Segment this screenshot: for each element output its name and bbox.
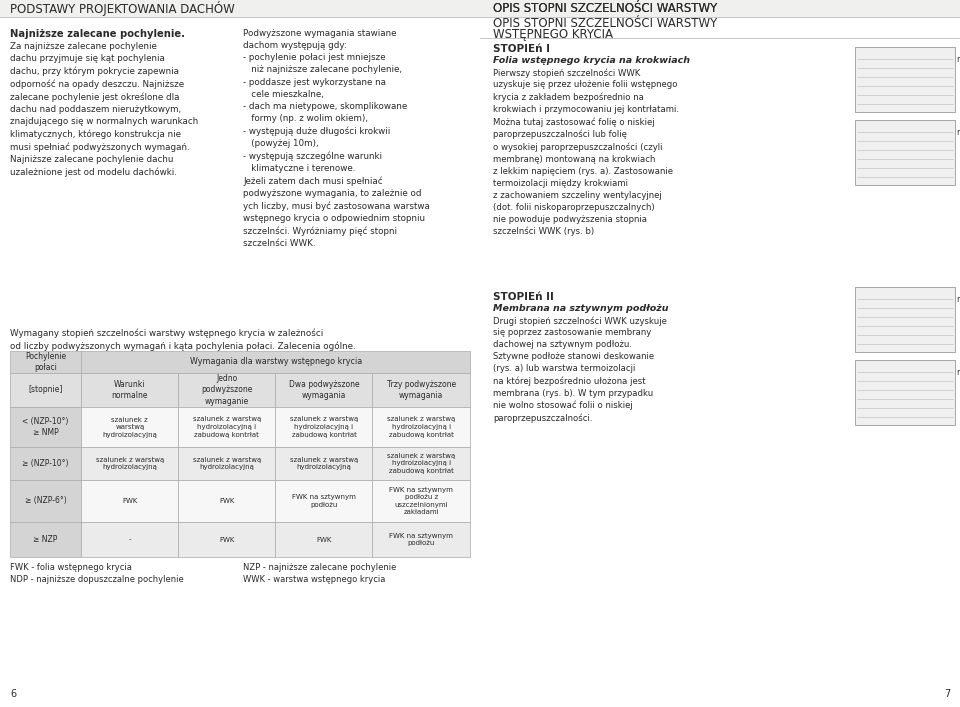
Bar <box>276 407 372 447</box>
Text: ≥ (NZP-10°): ≥ (NZP-10°) <box>22 459 69 468</box>
Text: Podwyższone wymagania stawiane
dachom występują gdy:
- pochylenie połaci jest mn: Podwyższone wymagania stawiane dachom wy… <box>243 29 430 248</box>
Bar <box>372 373 470 407</box>
Bar <box>372 447 470 480</box>
Text: OPIS STOPNI SZCZELNOŚCI WARSTWY: OPIS STOPNI SZCZELNOŚCI WARSTWY <box>493 3 717 16</box>
Text: szalunek z warstwą
hydroizolacyjną: szalunek z warstwą hydroizolacyjną <box>193 457 261 470</box>
Text: Wymagania dla warstwy wstępnego krycia: Wymagania dla warstwy wstępnego krycia <box>189 358 362 366</box>
Text: FWK - folia wstępnego krycia
NDP - najniższe dopuszczalne pochylenie: FWK - folia wstępnego krycia NDP - najni… <box>10 563 183 585</box>
Bar <box>855 120 955 185</box>
Text: szalunek z warstwą
hydroizolacyjną: szalunek z warstwą hydroizolacyjną <box>290 457 358 470</box>
Text: Trzy podwyższone
wymagania: Trzy podwyższone wymagania <box>387 380 456 400</box>
Bar <box>82 373 179 407</box>
Bar <box>10 351 82 373</box>
Text: Pochylenie
połaci: Pochylenie połaci <box>25 352 66 372</box>
Text: rys. a: rys. a <box>957 295 960 304</box>
Text: < (NZP-10°)
≥ NMP: < (NZP-10°) ≥ NMP <box>22 417 69 437</box>
Text: WSTĘPNEGO KRYCIA: WSTĘPNEGO KRYCIA <box>493 28 613 41</box>
Text: STOPIEń II: STOPIEń II <box>493 292 554 302</box>
Text: 7: 7 <box>944 689 950 699</box>
Text: Wymagany stopień szczelności warstwy wstępnego krycia w zależności
od liczby pod: Wymagany stopień szczelności warstwy wst… <box>10 329 355 351</box>
Bar <box>372 522 470 557</box>
Text: FWK: FWK <box>316 537 331 542</box>
Text: PODSTAWY PROJEKTOWANIA DACHÓW: PODSTAWY PROJEKTOWANIA DACHÓW <box>10 1 235 16</box>
Bar <box>855 360 955 425</box>
Text: szalunek z warstwą
hydroizolacyjną i
zabudową kontrłat: szalunek z warstwą hydroizolacyjną i zab… <box>290 416 358 438</box>
Bar <box>372 407 470 447</box>
Bar <box>82 522 179 557</box>
Text: Folia wstępnego krycia na krokwiach: Folia wstępnego krycia na krokwiach <box>493 56 690 65</box>
Text: ≥ NZP: ≥ NZP <box>34 535 58 544</box>
Text: FWK: FWK <box>219 537 234 542</box>
Text: szalunek z warstwą
hydroizolacyjną i
zabudową kontrłat: szalunek z warstwą hydroizolacyjną i zab… <box>193 416 261 438</box>
Bar <box>10 407 82 447</box>
Text: 6: 6 <box>10 689 16 699</box>
Text: szalunek z
warstwą
hydroizolacyjną: szalunek z warstwą hydroizolacyjną <box>103 416 157 438</box>
Bar <box>0 0 480 17</box>
Bar <box>10 373 82 407</box>
Bar <box>82 351 470 373</box>
Text: Pierwszy stopień szczelności WWK
uzyskuje się przez ułożenie folii wstępnego
kry: Pierwszy stopień szczelności WWK uzyskuj… <box>493 68 679 236</box>
Text: OPIS STOPNI SZCZELNOŚCI WARSTWY: OPIS STOPNI SZCZELNOŚCI WARSTWY <box>493 3 717 16</box>
Text: FWK na sztywnym
podłożu: FWK na sztywnym podłożu <box>292 494 356 508</box>
Text: NZP - najniższe zalecane pochylenie
WWK - warstwa wstępnego krycia: NZP - najniższe zalecane pochylenie WWK … <box>243 563 396 585</box>
Text: FWK: FWK <box>219 498 234 504</box>
Bar <box>179 447 276 480</box>
Text: Drugi stopień szczelności WWK uzyskuje
się poprzez zastosowanie membrany
dachowe: Drugi stopień szczelności WWK uzyskuje s… <box>493 316 667 423</box>
Bar <box>276 480 372 522</box>
Bar <box>276 522 372 557</box>
Bar <box>276 447 372 480</box>
Bar <box>480 0 960 17</box>
Bar <box>372 480 470 522</box>
Bar <box>82 407 179 447</box>
Text: rys. b: rys. b <box>957 128 960 137</box>
Bar <box>855 287 955 352</box>
Bar <box>82 480 179 522</box>
Text: szalunek z warstwą
hydroizolacyjną: szalunek z warstwą hydroizolacyjną <box>96 457 164 470</box>
Bar <box>480 0 960 17</box>
Bar <box>276 373 372 407</box>
Bar <box>179 522 276 557</box>
Bar <box>82 447 179 480</box>
Text: -: - <box>129 537 132 542</box>
Text: [stopnie]: [stopnie] <box>29 385 62 395</box>
Text: OPIS STOPNI SZCZELNOŚCI WARSTWY: OPIS STOPNI SZCZELNOŚCI WARSTWY <box>493 17 717 30</box>
Text: Najniższe zalecane pochylenie.: Najniższe zalecane pochylenie. <box>10 29 185 39</box>
Text: FWK: FWK <box>122 498 137 504</box>
Bar <box>179 373 276 407</box>
Text: Warunki
normalne: Warunki normalne <box>111 380 148 400</box>
Text: Membrana na sztywnym podłożu: Membrana na sztywnym podłożu <box>493 304 668 313</box>
Text: rys. b: rys. b <box>957 368 960 377</box>
Bar <box>179 407 276 447</box>
Text: FWK na sztywnym
podłożu: FWK na sztywnym podłożu <box>390 533 453 547</box>
Text: rys. a: rys. a <box>957 55 960 64</box>
Text: Za najniższe zalecane pochylenie
dachu przyjmuje się kąt pochylenia
dachu, przy : Za najniższe zalecane pochylenie dachu p… <box>10 42 199 177</box>
Text: Dwa podwyższone
wymagania: Dwa podwyższone wymagania <box>289 380 359 400</box>
Bar <box>855 47 955 112</box>
Text: szalunek z warstwą
hydroizolacyjną i
zabudową kontrłat: szalunek z warstwą hydroizolacyjną i zab… <box>387 416 455 438</box>
Text: ≥ (NZP-6°): ≥ (NZP-6°) <box>25 496 66 506</box>
Bar <box>10 522 82 557</box>
Text: STOPIEń I: STOPIEń I <box>493 44 550 54</box>
Bar <box>179 480 276 522</box>
Bar <box>10 447 82 480</box>
Bar <box>10 480 82 522</box>
Text: FWK na sztywnym
podłożu z
uszczelnionymi
zakładami: FWK na sztywnym podłożu z uszczelnionymi… <box>390 486 453 515</box>
Text: szalunek z warstwą
hydroizolacyjną i
zabudową kontrłat: szalunek z warstwą hydroizolacyjną i zab… <box>387 453 455 474</box>
Text: Jedno
podwyższone
wymaganie: Jedno podwyższone wymaganie <box>202 375 252 406</box>
